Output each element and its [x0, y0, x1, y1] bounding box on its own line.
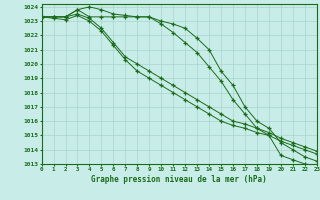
X-axis label: Graphe pression niveau de la mer (hPa): Graphe pression niveau de la mer (hPa) — [91, 175, 267, 184]
